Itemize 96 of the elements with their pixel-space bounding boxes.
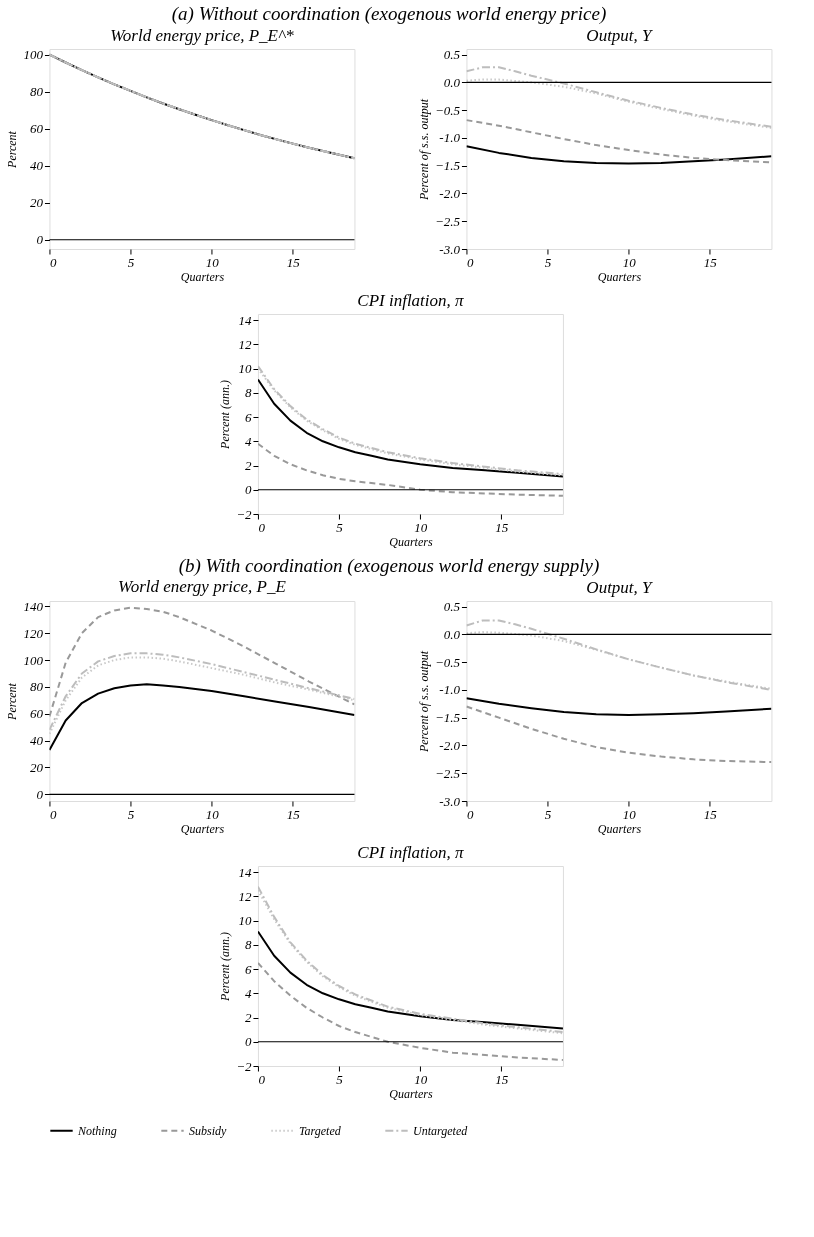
y-tick-label: 40 — [29, 733, 44, 749]
y-tick-label: -1.0 — [439, 130, 461, 146]
x-tick-label: 10 — [205, 254, 220, 270]
text: (b) With coordination (exogenous world energy supply) — [178, 554, 600, 577]
y-tick-label: 20 — [29, 195, 44, 211]
y-tick-label: −0.5 — [434, 654, 461, 670]
y-tick-label: 80 — [29, 679, 44, 695]
chart-title: World energy price, P_E^* — [110, 25, 295, 45]
x-tick-label: 5 — [336, 519, 344, 535]
y-tick-label: −2 — [236, 1058, 252, 1074]
y-axis-title: Percent of s.s. output — [416, 98, 431, 202]
y-tick-label: -3.0 — [439, 793, 461, 809]
y-tick-label: −1.5 — [434, 158, 461, 174]
x-tick-label: 5 — [127, 806, 135, 822]
x-tick-label: 15 — [495, 519, 509, 535]
legend-label: Nothing — [77, 1123, 117, 1138]
x-tick-label: 5 — [336, 1071, 344, 1087]
y-tick-label: 6 — [244, 961, 252, 977]
y-tick-label: -3.0 — [439, 241, 461, 257]
y-tick-label: 4 — [244, 985, 252, 1001]
y-tick-label: 0.0 — [443, 74, 461, 90]
y-tick-label: 10 — [238, 361, 252, 377]
x-tick-label: 15 — [495, 1071, 509, 1087]
y-tick-label: 0 — [244, 482, 252, 498]
x-tick-label: 10 — [414, 1071, 428, 1087]
y-tick-label: 14 — [238, 864, 252, 880]
chart-title: World energy price, P_E — [118, 577, 287, 597]
x-tick-label: 10 — [622, 254, 637, 270]
chart-title: CPI inflation, π — [357, 843, 465, 862]
y-tick-label: 0.5 — [443, 47, 461, 63]
x-tick-label: 15 — [703, 806, 718, 822]
y-axis-title: Percent — [5, 682, 20, 721]
chart-title: Output, Y — [586, 25, 654, 45]
y-tick-label: −2.5 — [434, 765, 461, 781]
x-axis-title: Quarters — [180, 269, 225, 284]
y-tick-label: 2 — [244, 1010, 252, 1026]
y-tick-label: 14 — [238, 312, 252, 328]
x-tick-label: 5 — [544, 806, 552, 822]
y-tick-label: 0.5 — [443, 599, 461, 615]
legend-label: Targeted — [299, 1123, 342, 1138]
y-tick-label: 0.0 — [443, 626, 461, 642]
x-axis-title: Quarters — [389, 534, 433, 549]
x-tick-label: 0 — [466, 806, 474, 822]
x-tick-label: 15 — [703, 254, 718, 270]
x-axis-title: Quarters — [389, 1086, 433, 1101]
x-tick-label: 15 — [286, 806, 301, 822]
y-tick-label: 140 — [23, 598, 44, 614]
x-tick-label: 0 — [466, 254, 474, 270]
y-tick-label: 60 — [29, 121, 44, 137]
x-tick-label: 0 — [258, 1071, 266, 1087]
y-tick-label: -2.0 — [439, 185, 461, 201]
x-tick-label: 15 — [286, 254, 301, 270]
x-tick-label: 0 — [258, 519, 266, 535]
y-tick-label: -1.0 — [439, 682, 461, 698]
y-tick-label: 40 — [29, 158, 44, 174]
y-axis-title: Percent — [5, 130, 20, 169]
chart-title: Output, Y — [586, 577, 654, 597]
x-tick-label: 5 — [544, 254, 552, 270]
y-tick-label: -2.0 — [439, 737, 461, 753]
y-tick-label: 0 — [244, 1034, 252, 1050]
y-tick-label: 0 — [36, 786, 44, 802]
y-tick-label: 6 — [244, 409, 252, 425]
y-tick-label: −1.5 — [434, 710, 461, 726]
x-axis-title: Quarters — [597, 269, 642, 284]
x-tick-label: 5 — [127, 254, 135, 270]
x-tick-label: 10 — [622, 806, 637, 822]
y-tick-label: −2.5 — [434, 213, 461, 229]
y-tick-label: 10 — [238, 913, 252, 929]
y-tick-label: 4 — [244, 433, 252, 449]
y-tick-label: 0 — [36, 232, 44, 248]
x-tick-label: 10 — [414, 519, 428, 535]
x-axis-title: Quarters — [180, 821, 225, 836]
legend-label: Untargeted — [413, 1123, 469, 1138]
y-tick-label: 8 — [244, 385, 252, 401]
y-tick-label: 100 — [23, 652, 44, 668]
x-tick-label: 0 — [49, 806, 57, 822]
y-tick-label: −2 — [236, 506, 252, 522]
y-tick-label: 60 — [29, 706, 44, 722]
y-axis-title: Percent (ann.) — [218, 932, 233, 1002]
y-axis-title: Percent of s.s. output — [416, 650, 431, 754]
y-tick-label: 8 — [244, 937, 252, 953]
y-tick-label: 120 — [23, 625, 44, 641]
legend-label: Subsidy — [189, 1123, 227, 1138]
text: (a) Without coordination (exogenous world energy price) — [171, 3, 607, 26]
y-tick-label: 100 — [23, 47, 44, 63]
y-tick-label: 12 — [238, 336, 252, 352]
x-tick-label: 0 — [49, 254, 57, 270]
chart-title: CPI inflation, π — [357, 291, 465, 310]
x-axis-title: Quarters — [597, 821, 642, 836]
y-tick-label: 12 — [238, 888, 252, 904]
y-tick-label: 20 — [29, 759, 44, 775]
y-tick-label: 80 — [29, 84, 44, 100]
x-tick-label: 10 — [205, 806, 220, 822]
y-tick-label: −0.5 — [434, 102, 461, 118]
y-tick-label: 2 — [244, 458, 252, 474]
y-axis-title: Percent (ann.) — [218, 380, 233, 450]
